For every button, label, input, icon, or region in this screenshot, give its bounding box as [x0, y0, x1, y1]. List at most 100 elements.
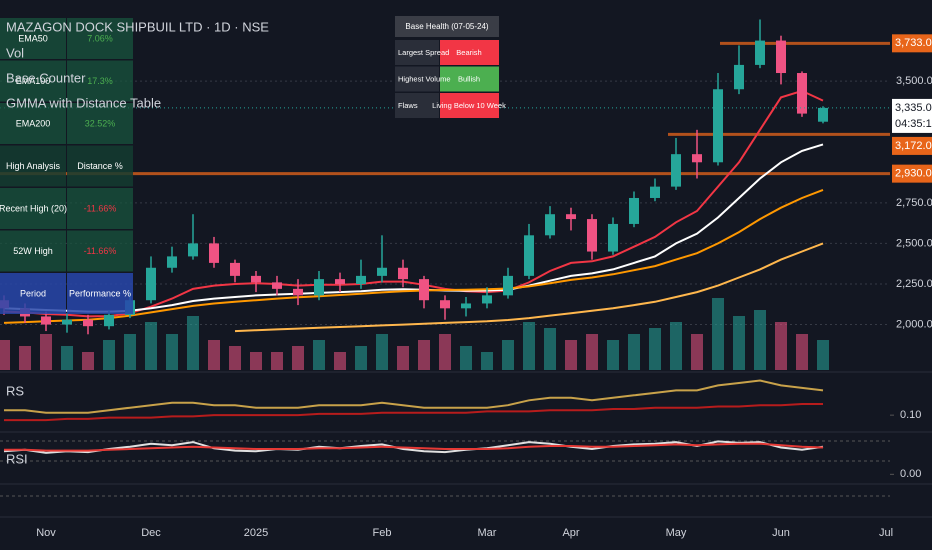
indicator-label: Vol: [6, 45, 24, 60]
table-cell: [67, 145, 133, 187]
volume-bar: [229, 346, 241, 370]
x-tick-label: Apr: [562, 527, 579, 539]
volume-bar: [208, 340, 220, 370]
table-cell: [440, 40, 499, 65]
line-series: [4, 379, 824, 414]
volume-bar: [187, 316, 199, 370]
volume-bar: [670, 322, 682, 370]
candle-body: [188, 243, 198, 257]
table-cell: [0, 273, 66, 314]
table-cell: [440, 66, 499, 92]
y-tick-label: 2,000.00: [896, 318, 932, 330]
candle-body: [167, 256, 177, 268]
countdown: 04:35:10: [895, 118, 932, 130]
volume-bar: [61, 346, 73, 370]
candle-body: [671, 154, 681, 187]
volume-bar: [334, 352, 346, 370]
y-tick-label: 0.00: [900, 468, 921, 480]
level-label: 3,172.00: [895, 140, 932, 152]
line-series: [3, 188, 824, 324]
candle-body: [755, 40, 765, 65]
candle-body: [293, 288, 303, 296]
level-label-box: [892, 164, 932, 183]
volume-bar: [355, 346, 367, 370]
volume-bar: [607, 340, 619, 370]
candle-body: [734, 64, 744, 90]
volume-bar: [817, 340, 829, 370]
pane-title: RSI: [6, 451, 28, 466]
candle-body: [503, 275, 513, 296]
level-label: 3,733.00: [895, 37, 932, 49]
volume-bar: [145, 322, 157, 370]
indicator-label: Base Counter: [6, 70, 86, 85]
table-label: EMA100: [16, 76, 51, 86]
volume-bar: [754, 310, 766, 370]
y-tick-label: 3,500.00: [896, 75, 932, 87]
table-cell: [0, 145, 66, 187]
table-label: EMA50: [18, 33, 48, 43]
table-value: 17.3%: [87, 76, 113, 86]
y-tick-label: 0.10: [900, 409, 921, 421]
table-header: [395, 16, 499, 37]
x-tick-label: Nov: [36, 527, 56, 539]
candle-body: [440, 300, 450, 309]
candle-body: [692, 154, 702, 163]
volume-bar: [124, 334, 136, 370]
table-cell: [395, 40, 439, 65]
candle-body: [41, 316, 51, 325]
table-cell: [0, 18, 66, 59]
table-label: Highest Volume: [398, 74, 451, 83]
volume-bar: [691, 334, 703, 370]
table-value: Distance %: [77, 161, 123, 171]
level-label-box: [892, 34, 932, 53]
candle-body: [146, 267, 156, 301]
volume-bar: [502, 340, 514, 370]
candle-body: [272, 282, 282, 289]
candle-body: [776, 40, 786, 74]
table-cell: [0, 188, 66, 229]
volume-bar: [628, 334, 640, 370]
volume-bar: [271, 352, 283, 370]
x-tick-label: Feb: [373, 527, 392, 539]
candle-body: [797, 73, 807, 114]
table-label: Recent High (20): [0, 203, 67, 213]
x-tick-label: May: [666, 527, 687, 539]
candle-body: [629, 197, 639, 224]
table-value: Bullish: [458, 74, 480, 83]
volume-bar: [0, 340, 10, 370]
table-label: High Analysis: [6, 161, 61, 171]
volume-bar: [40, 334, 52, 370]
volume-bar: [796, 334, 808, 370]
pane-title: RS: [6, 383, 24, 398]
volume-bar: [313, 340, 325, 370]
table-cell: [67, 230, 133, 272]
x-tick-label: Jul: [879, 527, 893, 539]
volume-bar: [397, 346, 409, 370]
y-tick-label: 2,750.00: [896, 197, 932, 209]
y-tick-label: 2,500.00: [896, 237, 932, 249]
table-label: EMA200: [16, 118, 51, 128]
volume-bar: [292, 346, 304, 370]
x-tick-label: Dec: [141, 527, 161, 539]
line-series: [4, 403, 823, 422]
table-cell: [0, 60, 66, 102]
x-tick-label: Jun: [772, 527, 790, 539]
table-value: 32.52%: [85, 118, 116, 128]
candle-body: [398, 267, 408, 280]
candle-body: [818, 107, 828, 122]
table-value: -11.66%: [84, 246, 117, 256]
table-cell: [67, 60, 133, 102]
table-label: 52W High: [13, 246, 53, 256]
table-value: Performance %: [69, 288, 131, 298]
volume-bar: [250, 352, 262, 370]
candle-body: [104, 314, 114, 327]
table-cell: [67, 273, 133, 314]
x-tick-label: Mar: [478, 527, 497, 539]
volume-bar: [418, 340, 430, 370]
candle-body: [83, 319, 93, 327]
volume-bar: [649, 328, 661, 370]
table-value: Bearish: [456, 48, 481, 57]
volume-bar: [565, 340, 577, 370]
candle-body: [608, 223, 618, 252]
table-label: Flaws: [398, 101, 418, 110]
